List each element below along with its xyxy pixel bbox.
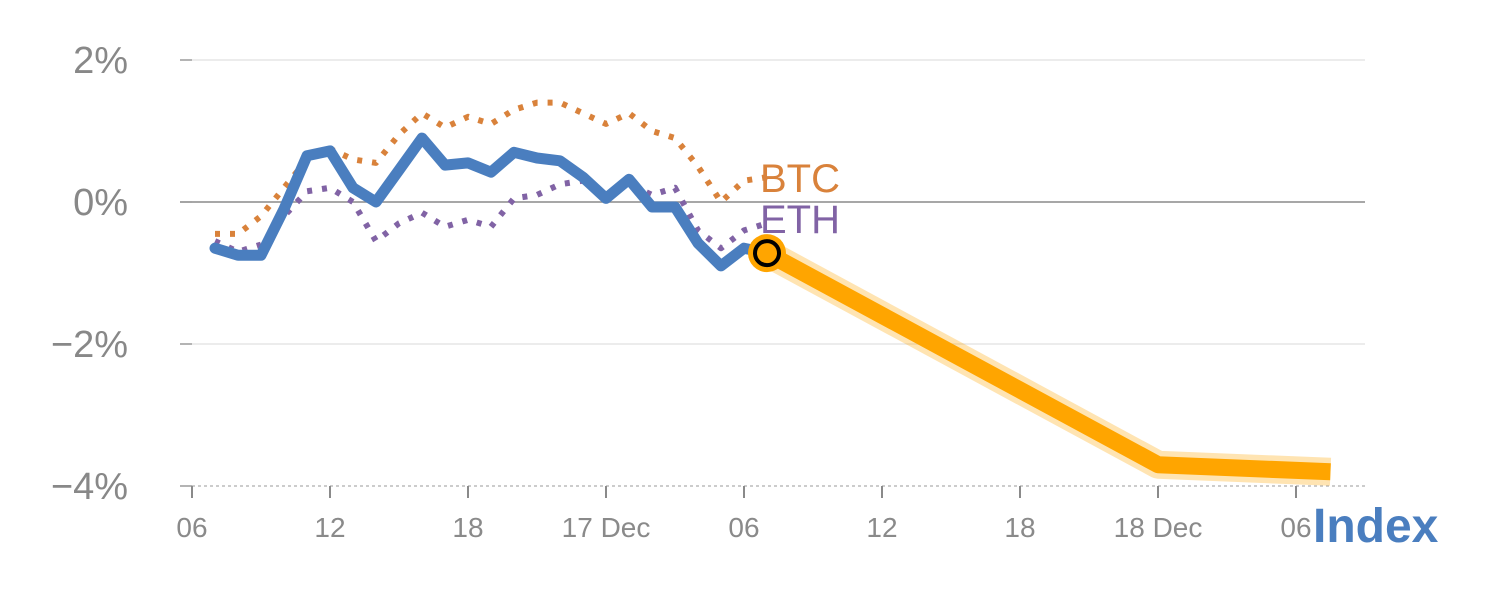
series-label-eth: ETH xyxy=(760,198,840,242)
x-tick-label: 17 Dec xyxy=(562,512,651,543)
marker-dot xyxy=(755,241,779,265)
x-tick-label: 18 xyxy=(452,512,483,543)
x-tick-label: 18 Dec xyxy=(1114,512,1203,543)
forecast-line xyxy=(767,253,1331,472)
series-lines xyxy=(215,103,767,266)
y-tick-label: 0% xyxy=(73,182,128,224)
y-tick-label: −2% xyxy=(51,324,128,366)
y-tick-label: −4% xyxy=(51,466,128,508)
forecast-line-halo xyxy=(767,253,1331,472)
y-tick-label: 2% xyxy=(73,40,128,82)
grid-lines xyxy=(180,60,1365,486)
x-tick-label: 06 xyxy=(1280,512,1311,543)
x-tick-label: 18 xyxy=(1004,512,1035,543)
x-tick-label: 12 xyxy=(866,512,897,543)
x-tick-label: 12 xyxy=(314,512,345,543)
series-label-index: Index xyxy=(1313,500,1439,553)
x-axis: 06 12 18 17 Dec 06 12 18 18 Dec 06 xyxy=(176,486,1311,543)
y-axis: 2% 0% −2% −4% xyxy=(51,40,128,508)
x-tick-label: 06 xyxy=(176,512,207,543)
x-tick-label: 06 xyxy=(728,512,759,543)
series-label-btc: BTC xyxy=(760,157,840,201)
